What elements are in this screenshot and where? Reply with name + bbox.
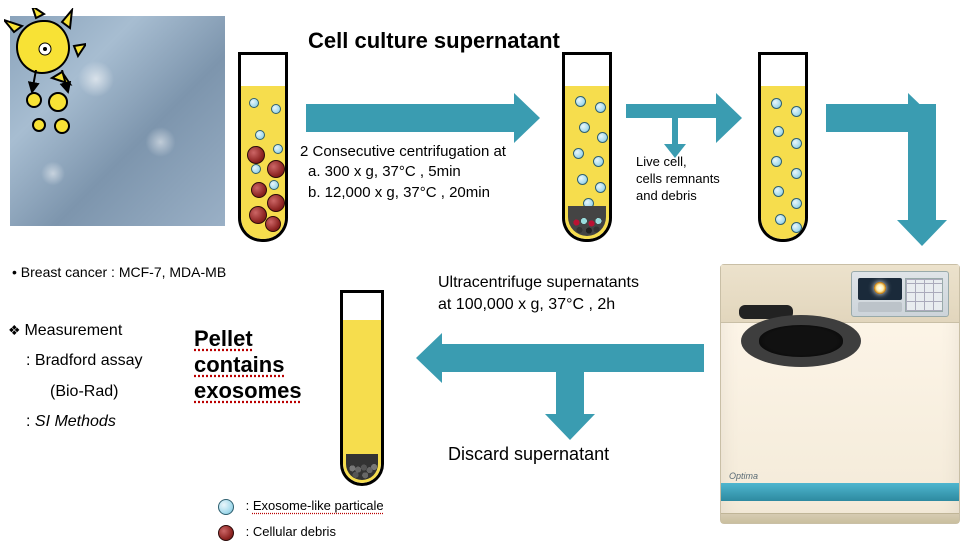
centrifugation-steps: 2 Consecutive centrifugation at a. 300 x… xyxy=(300,142,506,203)
ultra-l2: at 100,000 x g, 37°C , 2h xyxy=(438,294,639,316)
tube-clear-supernatant xyxy=(758,52,808,242)
legend-exosome: : Exosome-like particale xyxy=(218,498,384,515)
bud-vesicle xyxy=(32,118,46,132)
pellet-l2: contains xyxy=(194,352,302,378)
ultra-l1: Ultracentrifuge supernatants xyxy=(438,272,639,294)
bud-vesicle xyxy=(54,118,70,134)
legend-exosome-swatch xyxy=(218,499,234,515)
measurement-l3-italic: SI Methods xyxy=(35,413,116,430)
centrifuge-brand: Optima xyxy=(729,471,758,481)
title-line: Cell culture supernatant xyxy=(308,28,560,53)
tube-exosome-pellet xyxy=(340,290,384,486)
tube-supernatant-initial xyxy=(238,52,288,242)
measurement-block: Measurement : Bradford assay (Bio-Rad) :… xyxy=(8,316,143,438)
measurement-heading: Measurement xyxy=(8,316,143,346)
arrow-step1 xyxy=(306,104,516,132)
measurement-l3-prefix: : xyxy=(26,413,35,430)
measurement-l2: (Bio-Rad) xyxy=(8,377,143,407)
legend-exosome-colon: : xyxy=(246,498,253,513)
pellet-l1: Pellet xyxy=(194,326,302,352)
debris-l1: Live cell, xyxy=(636,154,720,171)
legend-debris: : Cellular debris xyxy=(218,524,336,541)
legend-debris-colon: : xyxy=(246,524,253,539)
legend-debris-label: Cellular debris xyxy=(253,524,336,539)
ultracentrifuge-step: Ultracentrifuge supernatants at 100,000 … xyxy=(438,272,639,315)
debris-l3: and debris xyxy=(636,188,720,205)
step1-b: b. 12,000 x g, 37°C , 20min xyxy=(300,183,506,203)
bud-vesicle xyxy=(26,92,42,108)
cells-line: Breast cancer : MCF-7, MDA-MB xyxy=(12,264,226,280)
legend-debris-swatch xyxy=(218,525,234,541)
ultracentrifuge: Optima xyxy=(720,264,960,524)
section-title: Cell culture supernatant xyxy=(308,28,560,53)
debris-label: Live cell, cells remnants and debris xyxy=(636,154,720,205)
bud-vesicle xyxy=(48,92,68,112)
debris-l2: cells remnants xyxy=(636,171,720,188)
arrow-to-ultracentrifuge-h xyxy=(826,104,910,132)
arrow-to-ultracentrifuge-v xyxy=(908,104,936,222)
discard-label: Discard supernatant xyxy=(448,444,609,465)
centrifuge-keypad xyxy=(905,278,943,312)
centrifuge-panel xyxy=(851,271,949,317)
pellet-label: Pellet contains exosomes xyxy=(194,326,302,404)
arrow-discard-supernatant xyxy=(556,372,584,416)
tube-post-centrifugation xyxy=(562,52,612,242)
amoeba-cell xyxy=(16,20,70,74)
step1-a: a. 300 x g, 37°C , 5min xyxy=(300,162,506,182)
legend-exosome-label: Exosome-like particale xyxy=(253,498,384,513)
arrow-from-ultracentrifuge xyxy=(440,344,704,372)
step1-heading: 2 Consecutive centrifugation at xyxy=(300,142,506,162)
arrow-transfer xyxy=(626,104,718,118)
pellet-l3: exosomes xyxy=(194,378,302,404)
measurement-l1: : Bradford assay xyxy=(8,346,143,376)
centrifuge-screen xyxy=(858,278,902,300)
centrifuge-lid xyxy=(741,315,861,367)
measurement-l3: : SI Methods xyxy=(8,407,143,437)
